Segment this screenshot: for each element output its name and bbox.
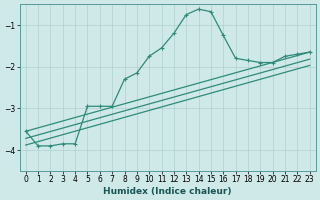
X-axis label: Humidex (Indice chaleur): Humidex (Indice chaleur) bbox=[103, 187, 232, 196]
